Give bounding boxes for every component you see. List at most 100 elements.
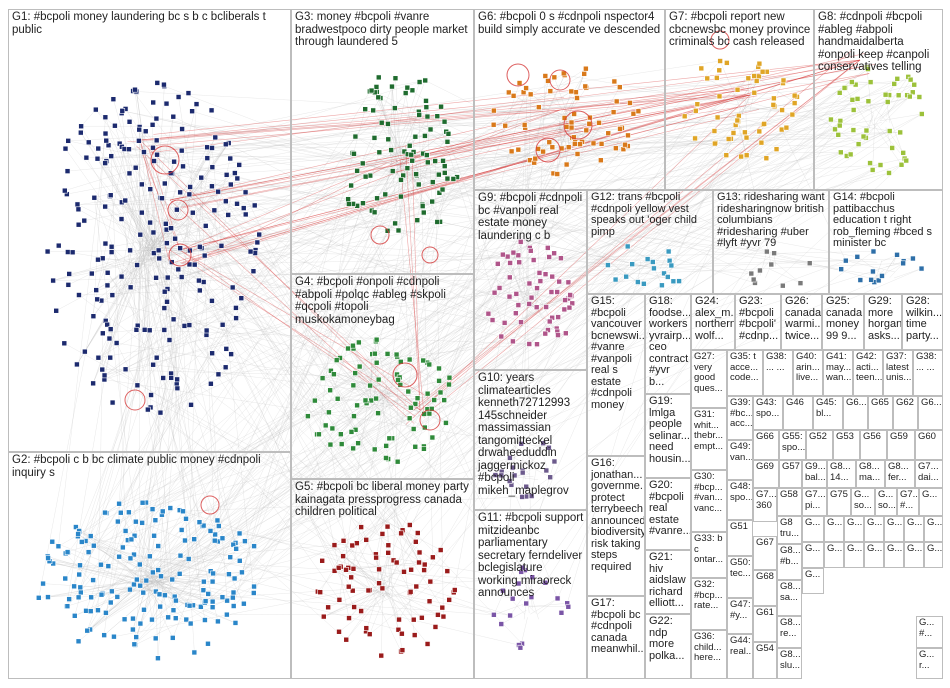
edge-line bbox=[730, 102, 795, 114]
edge-line bbox=[659, 251, 669, 270]
node-g1 bbox=[104, 321, 110, 328]
edge-line bbox=[509, 457, 531, 475]
edge-line bbox=[184, 133, 609, 541]
group-box-g59: G59 bbox=[887, 430, 915, 460]
edge-line bbox=[560, 257, 608, 266]
edge-line bbox=[334, 570, 391, 598]
edge-line bbox=[121, 113, 143, 256]
edge-line bbox=[857, 256, 880, 273]
edge-line bbox=[365, 113, 922, 401]
edge-line bbox=[111, 131, 760, 247]
group-box-misc-ab: G... bbox=[844, 542, 864, 568]
edge-line bbox=[376, 154, 408, 199]
edge-line bbox=[144, 143, 228, 255]
edge-line bbox=[536, 75, 546, 308]
group-label-g34: G38: ... ... bbox=[766, 351, 787, 373]
edge-line bbox=[318, 151, 414, 435]
edge-line bbox=[347, 348, 390, 406]
edge-line bbox=[49, 561, 142, 588]
edge-line bbox=[104, 147, 154, 380]
group-box-g16: G16: jonathan... governme... protect ter… bbox=[587, 456, 645, 596]
edge-line bbox=[66, 205, 358, 607]
edge-line bbox=[525, 309, 550, 322]
group-box-misc-w: G... bbox=[884, 516, 904, 542]
edge-line bbox=[189, 186, 425, 415]
edge-line bbox=[152, 147, 213, 248]
group-box-g60: G60 bbox=[915, 430, 943, 460]
edge-line bbox=[374, 92, 408, 168]
edge-line bbox=[86, 379, 178, 631]
edge-line bbox=[173, 116, 532, 298]
edge-line bbox=[215, 137, 858, 258]
group-box-g17: G17: #bcpoli bc #cdnpoli canada meanwhil… bbox=[587, 596, 645, 679]
edge-line bbox=[77, 130, 587, 537]
edge-line bbox=[509, 101, 617, 264]
edge-line bbox=[348, 169, 403, 200]
edge-line bbox=[880, 96, 910, 126]
group-label-g67: G67 bbox=[756, 537, 774, 548]
edge-line bbox=[141, 573, 173, 638]
edge-line bbox=[68, 140, 425, 565]
edge-line bbox=[218, 343, 530, 375]
edge-line bbox=[232, 431, 352, 598]
edge-line bbox=[505, 125, 560, 129]
edge-line bbox=[395, 78, 402, 166]
edge-line bbox=[74, 280, 879, 617]
edge-line bbox=[142, 234, 260, 252]
group-box-g67: G67 bbox=[753, 536, 777, 570]
group-label-misc-ad: G... bbox=[887, 543, 903, 554]
edge-line bbox=[572, 119, 624, 150]
edge-line bbox=[427, 162, 627, 277]
group-label-g49: G49: van... bbox=[730, 441, 753, 463]
edge-line bbox=[217, 377, 323, 521]
edge-line bbox=[153, 540, 246, 588]
edge-line bbox=[222, 169, 873, 598]
group-label-g55: G55: spo... bbox=[782, 431, 806, 453]
edge-line-highlight bbox=[169, 148, 393, 201]
edge-line-highlight bbox=[179, 249, 416, 417]
edge-line bbox=[102, 121, 445, 334]
edge-line bbox=[307, 406, 372, 417]
edge-line bbox=[166, 229, 237, 549]
group-label-g8: G8: #cdnpoli #bcpoli #ableg #abpoli hand… bbox=[818, 11, 930, 73]
edge-line-highlight bbox=[139, 96, 565, 141]
edge-line bbox=[141, 184, 152, 241]
edge-line bbox=[883, 254, 898, 276]
edge-line bbox=[323, 587, 390, 617]
node-g1 bbox=[82, 348, 88, 355]
group-box-g48: G48: spo... bbox=[727, 480, 753, 520]
edge-line bbox=[152, 132, 901, 149]
node-g1 bbox=[113, 340, 120, 346]
edge-line bbox=[136, 259, 143, 330]
node-g1 bbox=[175, 94, 182, 100]
group-label-misc-ag: G... bbox=[805, 569, 821, 580]
edge-line bbox=[501, 610, 527, 625]
edge-line bbox=[143, 81, 871, 593]
edge-line bbox=[211, 300, 349, 568]
edge-line-highlight bbox=[399, 53, 865, 161]
group-label-g47: G47: #y... bbox=[730, 599, 751, 621]
group-label-g28: G28: wilkin... time party... bbox=[906, 295, 943, 342]
edge-line bbox=[497, 263, 540, 294]
group-box-g26: G26: canada warmi... twice... bbox=[781, 294, 822, 350]
edge-line bbox=[140, 520, 156, 574]
group-label-misc-n: G8... sa... bbox=[780, 581, 801, 603]
edge-line bbox=[772, 259, 801, 284]
edge-line bbox=[449, 87, 621, 378]
group-label-g60: G60 bbox=[918, 431, 936, 442]
group-label-g41: G41: may... wan... bbox=[826, 351, 852, 383]
group-box-misc-a: G9... bal... bbox=[802, 460, 827, 488]
edge-line bbox=[241, 152, 380, 573]
edge-line bbox=[146, 142, 229, 260]
edge-line bbox=[84, 250, 143, 352]
edge-line bbox=[440, 221, 655, 269]
edge-line bbox=[145, 509, 153, 576]
edge-line bbox=[97, 299, 341, 359]
group-label-misc-r: G... bbox=[922, 489, 938, 500]
group-box-g34: G38: ... ... bbox=[763, 350, 793, 396]
edge-line bbox=[557, 121, 560, 175]
edge-line bbox=[568, 126, 624, 150]
edge-line bbox=[429, 164, 902, 602]
group-box-g28: G28: wilkin... time party... bbox=[902, 294, 943, 350]
edge-line bbox=[437, 96, 720, 117]
